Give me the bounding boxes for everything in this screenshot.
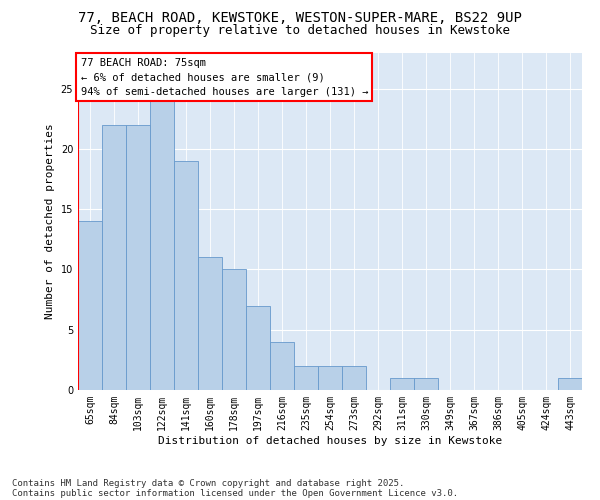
Bar — [222, 270, 246, 390]
Bar — [270, 342, 294, 390]
Bar — [414, 378, 438, 390]
Text: Size of property relative to detached houses in Kewstoke: Size of property relative to detached ho… — [90, 24, 510, 37]
X-axis label: Distribution of detached houses by size in Kewstoke: Distribution of detached houses by size … — [158, 436, 502, 446]
Bar — [102, 125, 126, 390]
Bar — [78, 222, 102, 390]
Bar — [150, 88, 174, 390]
Text: Contains HM Land Registry data © Crown copyright and database right 2025.
Contai: Contains HM Land Registry data © Crown c… — [12, 478, 458, 498]
Bar — [294, 366, 318, 390]
Text: 77 BEACH ROAD: 75sqm
← 6% of detached houses are smaller (9)
94% of semi-detache: 77 BEACH ROAD: 75sqm ← 6% of detached ho… — [80, 58, 368, 97]
Bar — [126, 125, 150, 390]
Bar — [318, 366, 342, 390]
Bar — [558, 378, 582, 390]
Bar — [390, 378, 414, 390]
Bar — [198, 258, 222, 390]
Bar — [174, 161, 198, 390]
Y-axis label: Number of detached properties: Number of detached properties — [45, 124, 55, 319]
Bar — [342, 366, 366, 390]
Text: 77, BEACH ROAD, KEWSTOKE, WESTON-SUPER-MARE, BS22 9UP: 77, BEACH ROAD, KEWSTOKE, WESTON-SUPER-M… — [78, 11, 522, 25]
Bar — [246, 306, 270, 390]
